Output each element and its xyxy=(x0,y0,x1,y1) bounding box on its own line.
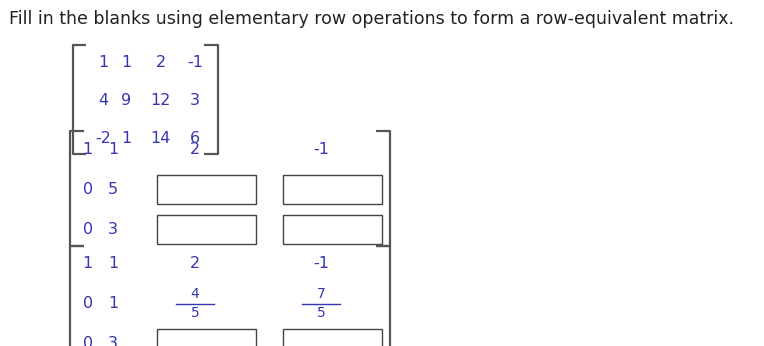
Text: -2: -2 xyxy=(96,131,111,146)
Bar xyxy=(157,215,256,244)
Text: 6: 6 xyxy=(189,131,200,146)
Text: 2: 2 xyxy=(189,142,200,157)
Text: 4: 4 xyxy=(190,287,199,301)
Bar xyxy=(283,329,382,346)
Text: 7: 7 xyxy=(316,287,325,301)
Text: 5: 5 xyxy=(108,182,118,197)
Bar xyxy=(157,329,256,346)
Text: 1: 1 xyxy=(121,55,131,70)
Text: 3: 3 xyxy=(189,93,200,108)
Text: 2: 2 xyxy=(189,256,200,271)
Text: 2: 2 xyxy=(155,55,166,70)
Text: 1: 1 xyxy=(83,256,93,271)
Text: 3: 3 xyxy=(108,222,118,237)
Bar xyxy=(157,175,256,204)
Bar xyxy=(283,175,382,204)
Text: 0: 0 xyxy=(83,296,93,311)
Text: -1: -1 xyxy=(313,256,329,271)
Text: 1: 1 xyxy=(83,142,93,157)
Text: 0: 0 xyxy=(83,222,93,237)
Text: 1: 1 xyxy=(108,256,118,271)
Text: 5: 5 xyxy=(316,306,325,320)
Text: Fill in the blanks using elementary row operations to form a row-equivalent matr: Fill in the blanks using elementary row … xyxy=(9,10,734,28)
Text: 0: 0 xyxy=(83,336,93,346)
Text: -1: -1 xyxy=(313,142,329,157)
Text: 4: 4 xyxy=(98,93,108,108)
Text: 3: 3 xyxy=(108,336,118,346)
Text: 9: 9 xyxy=(121,93,131,108)
Text: 14: 14 xyxy=(151,131,170,146)
Text: 12: 12 xyxy=(151,93,170,108)
Text: 0: 0 xyxy=(83,182,93,197)
Text: -1: -1 xyxy=(187,55,202,70)
Text: 5: 5 xyxy=(190,306,199,320)
Bar xyxy=(283,215,382,244)
Text: 1: 1 xyxy=(108,142,118,157)
Text: 1: 1 xyxy=(98,55,108,70)
Text: 1: 1 xyxy=(121,131,131,146)
Text: 1: 1 xyxy=(108,296,118,311)
